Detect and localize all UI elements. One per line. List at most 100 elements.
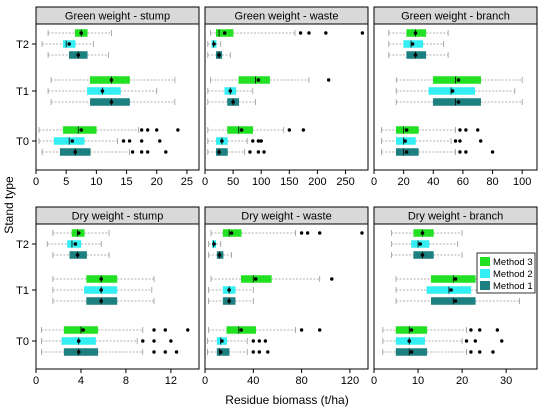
box-method-2-t1 — [395, 87, 516, 95]
x-tick-label: 40 — [247, 375, 259, 387]
mean-marker — [212, 42, 216, 46]
mean-marker — [67, 42, 72, 46]
panel-green-weight-waste: Green weight - waste 0 50 100 150 200 250 — [202, 6, 369, 188]
legend-label-method-2: Method 2 — [493, 269, 533, 280]
box-method-1-t0 — [207, 148, 266, 156]
outlier-point — [491, 350, 495, 354]
outlier-point — [330, 277, 334, 281]
outlier-point — [139, 128, 144, 132]
legend-swatch-method-1 — [480, 281, 490, 290]
panel-title: Dry weight - stump — [72, 211, 164, 223]
outlier-point — [139, 139, 144, 143]
mean-marker — [220, 339, 224, 343]
y-tick-label: T0 — [16, 336, 29, 348]
x-tick-label: 150 — [280, 176, 298, 188]
box-method-2-t1 — [52, 286, 153, 294]
box-method-3-t1 — [395, 76, 523, 84]
outlier-point — [305, 231, 310, 235]
x-tick-label: 20 — [151, 176, 163, 188]
box-method-3-t0 — [382, 326, 500, 334]
x-tick-label: 250 — [336, 176, 354, 188]
outlier-point — [360, 31, 365, 35]
outlier-point — [287, 128, 292, 132]
outlier-point — [469, 328, 473, 332]
y-tick-label: T0 — [16, 136, 29, 148]
outlier-point — [169, 339, 173, 343]
outlier-point — [163, 350, 167, 354]
panel-title: Green weight - waste — [235, 11, 339, 23]
box-method-1-t1 — [207, 98, 256, 106]
outlier-point — [360, 231, 364, 235]
box-method-3-t2 — [388, 29, 449, 37]
box-method-3-t2 — [47, 29, 112, 37]
mean-marker — [453, 277, 458, 281]
box-method-3-t1 — [52, 275, 155, 283]
mean-marker — [212, 242, 216, 246]
outlier-point — [145, 150, 150, 154]
mean-marker — [76, 350, 81, 354]
outlier-point — [469, 350, 473, 354]
outlier-point — [458, 150, 462, 154]
box-method-1-t2 — [52, 251, 110, 259]
legend-label-method-3: Method 3 — [493, 257, 533, 268]
x-tick-label: 0 — [371, 375, 377, 387]
outlier-point — [251, 350, 255, 354]
outlier-point — [145, 128, 150, 132]
box-method-2-t1 — [47, 87, 158, 95]
x-tick-label: 8 — [123, 375, 129, 387]
x-tick-label: 20 — [398, 176, 410, 188]
outlier-point — [164, 150, 168, 154]
outlier-point — [141, 339, 145, 343]
box-method-1-t0 — [207, 348, 270, 356]
mean-marker — [228, 89, 233, 93]
box-method-2-t0 — [207, 137, 263, 145]
box-method-1-t2 — [208, 251, 232, 259]
outlier-point — [257, 350, 262, 354]
outlier-point — [495, 328, 500, 332]
outlier-point — [266, 350, 270, 354]
outlier-point — [262, 150, 266, 154]
box-method-1-t2 — [388, 51, 449, 59]
mean-marker — [420, 231, 425, 235]
panel-dry-weight-waste: Dry weight - waste 0 40 80 120 — [202, 206, 369, 387]
outlier-point — [152, 328, 156, 332]
mean-marker — [76, 339, 81, 343]
mean-marker — [79, 31, 84, 35]
outlier-point — [251, 139, 255, 143]
panel-green-weight-branch: Green weight - branch 0 20 40 60 80 100 — [371, 6, 538, 188]
mean-marker — [217, 53, 221, 57]
mean-marker — [217, 253, 222, 257]
panel-frame — [373, 223, 538, 370]
panel-frame — [373, 23, 538, 171]
x-axis-label: Residue biomass (t/ha) — [225, 393, 348, 407]
box-method-3-t1 — [210, 76, 331, 84]
outlier-point — [139, 150, 144, 154]
x-tick-label: 40 — [427, 176, 439, 188]
x-tick-label: 120 — [341, 375, 359, 387]
outlier-point — [318, 328, 322, 332]
mean-marker — [239, 328, 244, 332]
box-iqr — [215, 148, 228, 156]
x-tick-label: 0 — [371, 176, 377, 188]
box-method-2-t2 — [391, 240, 459, 248]
mean-marker — [407, 339, 412, 343]
box-method-3-t1 — [50, 76, 176, 84]
box-method-1-t2 — [391, 251, 463, 259]
outlier-point — [458, 128, 462, 132]
mean-marker — [253, 277, 258, 281]
box-method-1-t0 — [41, 148, 168, 156]
mean-marker — [73, 150, 78, 154]
mean-marker — [217, 150, 221, 154]
mean-marker — [256, 78, 261, 82]
outlier-point — [490, 150, 495, 154]
mean-marker — [420, 253, 425, 257]
mean-marker — [109, 78, 114, 82]
box-method-3-t2 — [210, 229, 364, 237]
legend-swatch-method-3 — [480, 257, 490, 266]
box-method-3-t2 — [52, 229, 110, 237]
box-method-1-t0 — [381, 148, 495, 156]
outlier-point — [464, 150, 468, 154]
outlier-point — [163, 328, 167, 332]
box-method-1-t2 — [207, 51, 231, 59]
box-method-2-t1 — [207, 87, 254, 95]
